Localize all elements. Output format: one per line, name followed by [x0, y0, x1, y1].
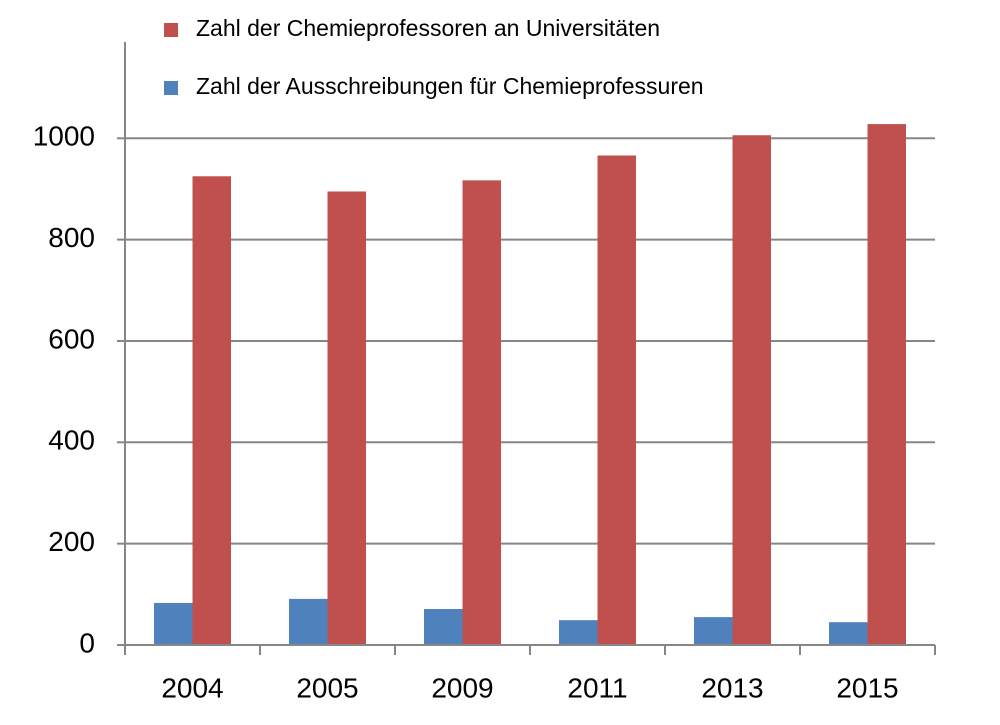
bar: [154, 602, 193, 645]
x-tick-label: 2009: [431, 672, 493, 703]
bar: [327, 191, 366, 645]
x-tick-label: 2013: [701, 672, 763, 703]
legend-swatch: [164, 23, 178, 37]
bar: [289, 598, 328, 645]
x-tick-label: 2005: [296, 672, 358, 703]
x-tick-label: 2004: [161, 672, 223, 703]
bar: [597, 155, 636, 645]
bar: [424, 609, 463, 645]
bar: [732, 135, 771, 645]
bar: [867, 124, 906, 646]
y-tick-label: 400: [48, 425, 95, 456]
bar: [694, 617, 733, 645]
x-tick-label: 2011: [567, 672, 627, 703]
y-tick-label: 200: [48, 526, 95, 557]
legend-label: Zahl der Chemieprofessoren an Universitä…: [196, 15, 660, 41]
legend-label: Zahl der Ausschreibungen für Chemieprofe…: [196, 73, 704, 99]
y-tick-label: 800: [48, 222, 95, 253]
bar: [559, 620, 598, 645]
bar: [192, 176, 231, 646]
y-tick-label: 0: [79, 627, 95, 658]
y-tick-label: 1000: [33, 121, 95, 152]
legend-swatch: [164, 81, 178, 95]
x-tick-label: 2015: [836, 672, 898, 703]
y-tick-label: 600: [48, 323, 95, 354]
bar: [829, 622, 868, 645]
bar: [462, 180, 501, 645]
